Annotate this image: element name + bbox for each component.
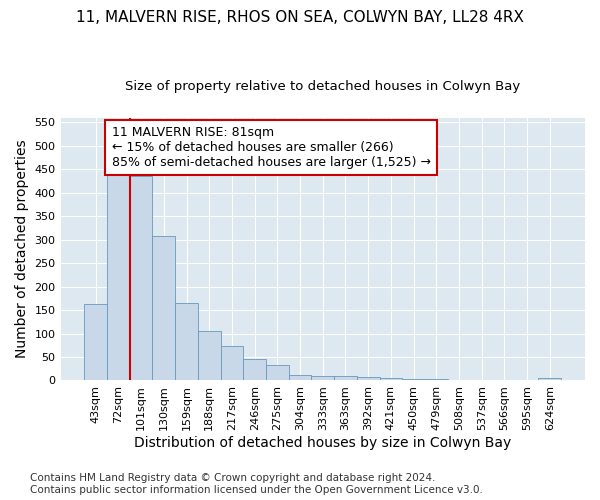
- Bar: [244, 360, 266, 380]
- Bar: [107, 170, 130, 380]
- Y-axis label: Number of detached properties: Number of detached properties: [15, 140, 29, 358]
- Title: Size of property relative to detached houses in Colwyn Bay: Size of property relative to detached ho…: [125, 80, 520, 93]
- X-axis label: Distribution of detached houses by size in Colwyn Bay: Distribution of detached houses by size …: [134, 436, 511, 450]
- Text: Contains HM Land Registry data © Crown copyright and database right 2024.
Contai: Contains HM Land Registry data © Crown c…: [30, 474, 483, 495]
- Bar: [175, 303, 198, 380]
- Bar: [380, 378, 402, 380]
- Bar: [311, 376, 334, 380]
- Bar: [357, 376, 380, 380]
- Bar: [402, 379, 425, 380]
- Text: 11 MALVERN RISE: 81sqm
← 15% of detached houses are smaller (266)
85% of semi-de: 11 MALVERN RISE: 81sqm ← 15% of detached…: [112, 126, 431, 169]
- Bar: [425, 379, 448, 380]
- Bar: [130, 176, 152, 380]
- Bar: [221, 346, 244, 380]
- Bar: [85, 304, 107, 380]
- Bar: [289, 376, 311, 380]
- Bar: [152, 236, 175, 380]
- Bar: [198, 330, 221, 380]
- Bar: [334, 376, 357, 380]
- Bar: [266, 365, 289, 380]
- Bar: [538, 378, 561, 380]
- Text: 11, MALVERN RISE, RHOS ON SEA, COLWYN BAY, LL28 4RX: 11, MALVERN RISE, RHOS ON SEA, COLWYN BA…: [76, 10, 524, 25]
